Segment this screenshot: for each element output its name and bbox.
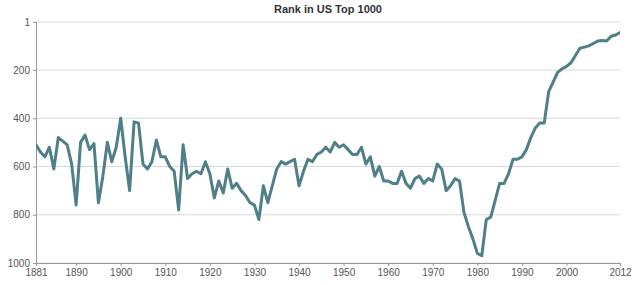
tick-mark xyxy=(76,263,77,266)
tick-mark xyxy=(477,263,478,266)
axis-line xyxy=(33,23,37,264)
tick: 1990 xyxy=(511,263,534,278)
y-axis: 12004006008001000 xyxy=(8,17,37,269)
tick-label: 1940 xyxy=(288,267,311,278)
tick: 400 xyxy=(13,113,36,124)
tick-mark xyxy=(33,167,36,168)
grid-line xyxy=(36,22,620,23)
x-axis: 1881 1890 1900 1910 1920 1930 1940 1950 1960 1970… xyxy=(25,263,632,278)
tick-label: 400 xyxy=(13,113,30,124)
tick-mark xyxy=(344,263,345,266)
tick-label: 1930 xyxy=(244,267,267,278)
grid-line xyxy=(36,166,620,167)
tick-label: 1990 xyxy=(511,267,534,278)
tick-mark xyxy=(36,263,37,266)
tick-mark xyxy=(33,215,36,216)
tick-mark xyxy=(121,263,122,266)
tick: 1890 xyxy=(65,263,88,278)
tick: 1930 xyxy=(244,263,267,278)
tick: 1900 xyxy=(110,263,133,278)
tick-label: 1920 xyxy=(199,267,222,278)
tick: 2012 xyxy=(609,263,632,278)
tick-label: 1881 xyxy=(25,267,48,278)
tick-mark xyxy=(299,263,300,266)
tick-label: 1970 xyxy=(422,267,445,278)
tick-label: 1900 xyxy=(110,267,133,278)
tick-mark xyxy=(254,263,255,266)
tick-label: 2000 xyxy=(556,267,579,278)
grid-line xyxy=(36,214,620,215)
tick-label: 1 xyxy=(24,17,30,28)
tick-label: 200 xyxy=(13,65,30,76)
chart: Rank in US Top 1000120040060080010001881… xyxy=(0,0,640,285)
tick-label: 1950 xyxy=(333,267,356,278)
tick-label: 600 xyxy=(13,161,30,172)
plot: 1200400600800100018811890190019101920193… xyxy=(8,17,632,278)
tick: 2000 xyxy=(556,263,579,278)
tick-label: 1960 xyxy=(378,267,401,278)
tick-mark xyxy=(33,118,36,119)
tick-mark xyxy=(620,263,621,266)
tick: 1970 xyxy=(422,263,445,278)
tick-mark xyxy=(165,263,166,266)
tick-mark xyxy=(433,263,434,266)
tick: 1960 xyxy=(378,263,401,278)
tick: 200 xyxy=(13,65,36,76)
tick: 1980 xyxy=(467,263,490,278)
tick-mark xyxy=(388,263,389,266)
tick: 1940 xyxy=(288,263,311,278)
tick-mark xyxy=(522,263,523,266)
tick: 800 xyxy=(13,209,36,220)
tick-label: 1980 xyxy=(467,267,490,278)
grid-line xyxy=(36,70,620,71)
tick-label: 1910 xyxy=(155,267,178,278)
line xyxy=(36,33,620,256)
tick: 1950 xyxy=(333,263,356,278)
axis-line xyxy=(37,264,621,267)
tick: 600 xyxy=(13,161,36,172)
tick-mark xyxy=(33,70,36,71)
series xyxy=(36,33,620,256)
title: Rank in US Top 1000 xyxy=(274,3,382,15)
tick: 1920 xyxy=(199,263,222,278)
tick: 1 xyxy=(24,17,36,28)
grid xyxy=(36,22,620,263)
grid-line xyxy=(36,118,620,119)
tick: 1881 xyxy=(25,263,48,278)
tick-mark xyxy=(210,263,211,266)
tick-mark xyxy=(567,263,568,266)
tick-label: 800 xyxy=(13,209,30,220)
tick-label: 1890 xyxy=(65,267,88,278)
tick: 1910 xyxy=(155,263,178,278)
tick-label: 2012 xyxy=(609,267,632,278)
tick-mark xyxy=(33,263,36,264)
tick-mark xyxy=(33,22,36,23)
